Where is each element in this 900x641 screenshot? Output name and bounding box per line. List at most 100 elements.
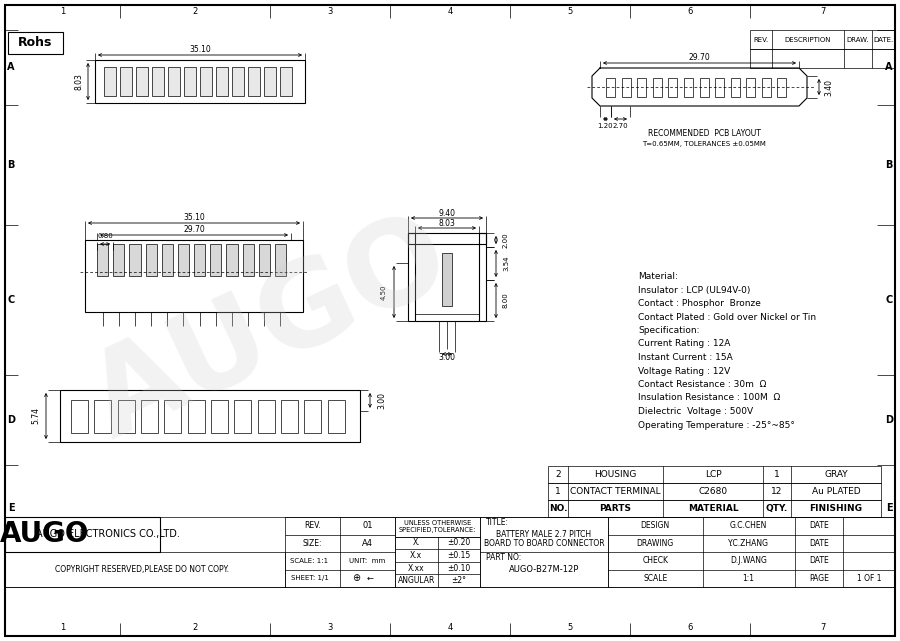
- Text: A: A: [886, 62, 893, 72]
- Bar: [211, 244, 221, 276]
- Bar: [152, 67, 164, 96]
- Bar: [281, 399, 298, 433]
- Bar: [669, 78, 678, 97]
- Text: 35.10: 35.10: [189, 46, 211, 54]
- Bar: [415, 244, 479, 314]
- Bar: [408, 233, 415, 321]
- Bar: [264, 67, 276, 96]
- Text: BATTERY MALE 2.7 PITCH: BATTERY MALE 2.7 PITCH: [497, 530, 591, 539]
- Bar: [200, 67, 212, 96]
- Text: 1: 1: [555, 487, 561, 496]
- Text: D: D: [7, 415, 15, 425]
- Bar: [71, 399, 88, 433]
- Text: 3.00: 3.00: [438, 353, 455, 362]
- Text: SCALE: 1:1: SCALE: 1:1: [291, 558, 328, 563]
- Text: SPECIFIED,TOLERANCE:: SPECIFIED,TOLERANCE:: [399, 527, 476, 533]
- Bar: [285, 517, 395, 587]
- Text: Specification:: Specification:: [638, 326, 699, 335]
- Text: 3: 3: [328, 8, 333, 17]
- Text: 2: 2: [555, 470, 561, 479]
- Text: Contact Plated : Gold over Nickel or Tin: Contact Plated : Gold over Nickel or Tin: [638, 313, 816, 322]
- Text: 8.00: 8.00: [503, 293, 509, 308]
- Bar: [136, 67, 148, 96]
- Bar: [162, 244, 173, 276]
- Text: Y.C.ZHANG: Y.C.ZHANG: [728, 538, 770, 548]
- Bar: [211, 399, 228, 433]
- Text: Contact Resistance : 30m  Ω: Contact Resistance : 30m Ω: [638, 380, 767, 389]
- Text: Contact : Phosphor  Bronze: Contact : Phosphor Bronze: [638, 299, 760, 308]
- Text: 9.40: 9.40: [438, 208, 455, 217]
- Bar: [280, 67, 292, 96]
- Text: Insulation Resistance : 100M  Ω: Insulation Resistance : 100M Ω: [638, 394, 780, 403]
- Text: Au PLATED: Au PLATED: [812, 487, 860, 496]
- Text: 2.00: 2.00: [503, 232, 509, 248]
- Text: DATE: DATE: [809, 556, 829, 565]
- Text: 8.03: 8.03: [438, 219, 455, 228]
- Bar: [184, 67, 196, 96]
- Bar: [716, 78, 724, 97]
- Text: Insulator : LCP (UL94V-0): Insulator : LCP (UL94V-0): [638, 285, 751, 294]
- Text: 12: 12: [771, 487, 783, 496]
- Text: 1: 1: [774, 470, 780, 479]
- Text: ±2°: ±2°: [451, 576, 466, 585]
- Bar: [548, 466, 881, 483]
- Bar: [242, 244, 254, 276]
- Text: C: C: [886, 295, 893, 305]
- Text: A4: A4: [362, 538, 373, 548]
- Bar: [216, 67, 228, 96]
- Bar: [141, 399, 158, 433]
- Text: A: A: [7, 62, 14, 72]
- Text: 2: 2: [193, 8, 198, 17]
- Bar: [258, 244, 270, 276]
- Text: UNIT:  mm: UNIT: mm: [349, 558, 385, 563]
- Text: PART NO:: PART NO:: [486, 553, 521, 562]
- Text: 7: 7: [820, 624, 825, 633]
- Text: C: C: [7, 295, 14, 305]
- Text: HOUSING: HOUSING: [594, 470, 636, 479]
- Bar: [257, 399, 274, 433]
- Text: RECOMMENDED  PCB LAYOUT: RECOMMENDED PCB LAYOUT: [648, 129, 760, 138]
- Text: QTY.: QTY.: [766, 504, 788, 513]
- Text: Voltage Rating : 12V: Voltage Rating : 12V: [638, 367, 730, 376]
- Text: DATE.: DATE.: [873, 37, 894, 42]
- Bar: [113, 244, 124, 276]
- Text: DATE: DATE: [809, 521, 829, 530]
- Bar: [442, 253, 452, 306]
- Bar: [226, 244, 238, 276]
- Text: 3.54: 3.54: [503, 256, 509, 271]
- Bar: [328, 399, 345, 433]
- Text: DRAWING: DRAWING: [636, 538, 674, 548]
- Text: CHECK: CHECK: [643, 556, 669, 565]
- Text: 5.74: 5.74: [32, 408, 40, 424]
- Bar: [168, 67, 180, 96]
- Bar: [606, 78, 615, 97]
- Text: B: B: [7, 160, 14, 170]
- Bar: [118, 399, 135, 433]
- Text: AUGO: AUGO: [73, 197, 467, 463]
- Bar: [97, 244, 108, 276]
- Text: 1 OF 1: 1 OF 1: [857, 574, 881, 583]
- Text: E: E: [886, 503, 892, 513]
- Text: 29.70: 29.70: [688, 53, 710, 63]
- Text: 3.00: 3.00: [377, 392, 386, 409]
- Bar: [94, 399, 112, 433]
- Text: 4: 4: [447, 624, 453, 633]
- Text: C2680: C2680: [698, 487, 727, 496]
- Text: Instant Current : 15A: Instant Current : 15A: [638, 353, 733, 362]
- Text: MATERIAL: MATERIAL: [688, 504, 738, 513]
- Bar: [637, 78, 646, 97]
- Bar: [750, 49, 895, 68]
- Bar: [608, 517, 895, 587]
- Text: 2.70: 2.70: [613, 123, 628, 129]
- Text: G.C.CHEN: G.C.CHEN: [730, 521, 768, 530]
- Bar: [684, 78, 693, 97]
- Text: Rohs: Rohs: [18, 37, 52, 49]
- Bar: [408, 233, 486, 244]
- Text: NO.: NO.: [549, 504, 567, 513]
- Bar: [622, 78, 631, 97]
- Text: BOARD TO BOARD CONNECTOR: BOARD TO BOARD CONNECTOR: [483, 539, 604, 548]
- Bar: [5, 517, 895, 587]
- Text: DATE: DATE: [809, 538, 829, 548]
- Text: D.J.WANG: D.J.WANG: [730, 556, 767, 565]
- Text: 1: 1: [60, 8, 65, 17]
